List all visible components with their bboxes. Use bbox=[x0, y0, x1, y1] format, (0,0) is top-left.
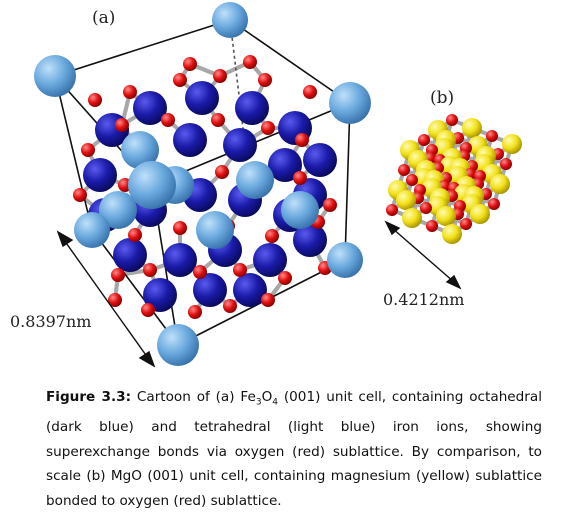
dimension-label-b: 0.4212nm bbox=[383, 290, 465, 309]
oxygen-atom bbox=[73, 188, 87, 202]
octahedral-fe-atom bbox=[113, 238, 147, 272]
octahedral-fe-atom bbox=[193, 273, 227, 307]
oxygen-atom bbox=[88, 93, 102, 107]
caption-lead: Figure 3.3: bbox=[46, 389, 132, 405]
oxygen-atom bbox=[223, 299, 237, 313]
magnesium-atom bbox=[442, 224, 462, 244]
corner-fe-atom bbox=[34, 55, 76, 97]
oxygen-atom bbox=[173, 73, 187, 87]
oxygen-atom bbox=[460, 218, 472, 230]
oxygen-atom bbox=[213, 69, 227, 83]
oxygen-atom bbox=[323, 198, 337, 212]
oxygen-atom bbox=[293, 171, 307, 185]
caption-sub-1: 3 bbox=[255, 397, 262, 408]
octahedral-fe-atom bbox=[163, 243, 197, 277]
tetrahedral-fe-atom bbox=[196, 211, 234, 249]
oxygen-atom bbox=[115, 118, 129, 132]
caption-text-3: (001) unit cell, containing octahedral (… bbox=[46, 389, 542, 509]
oxygen-atom bbox=[398, 164, 410, 176]
caption-sub-2: 4 bbox=[272, 397, 279, 408]
oxygen-atom bbox=[108, 293, 122, 307]
corner-fe-atom bbox=[74, 212, 110, 248]
panel-label-a: (a) bbox=[92, 8, 116, 28]
oxygen-atom bbox=[420, 202, 432, 214]
octahedral-fe-atom bbox=[303, 143, 337, 177]
corner-fe-atom bbox=[329, 82, 371, 124]
corner-fe-atom bbox=[212, 2, 248, 38]
magnesium-atom bbox=[470, 204, 490, 224]
caption-text-2: O bbox=[261, 389, 273, 405]
corner-fe-atom bbox=[157, 324, 199, 366]
magnesium-atom bbox=[402, 208, 422, 228]
oxygen-atom bbox=[161, 113, 175, 127]
oxygen-atom bbox=[418, 134, 430, 146]
octahedral-fe-atom bbox=[223, 128, 257, 162]
mgo-unit-cell bbox=[386, 114, 522, 244]
magnesium-atom bbox=[502, 134, 522, 154]
oxygen-atom bbox=[81, 143, 95, 157]
oxygen-atom bbox=[406, 174, 418, 186]
oxygen-atom bbox=[303, 85, 317, 99]
magnesium-atom bbox=[462, 118, 482, 138]
octahedral-fe-atom bbox=[185, 81, 219, 115]
tetrahedral-fe-atom bbox=[99, 191, 137, 229]
corner-fe-atom bbox=[128, 161, 176, 209]
oxygen-atom bbox=[446, 114, 458, 126]
octahedral-fe-atom bbox=[233, 273, 267, 307]
oxygen-atom bbox=[183, 57, 197, 71]
tetrahedral-fe-atom bbox=[236, 161, 274, 199]
oxygen-atom bbox=[261, 121, 275, 135]
magnesium-atom bbox=[396, 190, 416, 210]
magnesium-atom bbox=[436, 206, 456, 226]
oxygen-atom bbox=[188, 305, 202, 319]
oxygen-atom bbox=[261, 293, 275, 307]
oxygen-atom bbox=[500, 158, 512, 170]
octahedral-fe-atom bbox=[293, 223, 327, 257]
fe3o4-unit-cell bbox=[34, 2, 371, 366]
tetrahedral-fe-atom bbox=[121, 131, 159, 169]
oxygen-atom bbox=[265, 229, 279, 243]
oxygen-atom bbox=[141, 303, 155, 317]
oxygen-atom bbox=[211, 113, 225, 127]
figure-canvas bbox=[34, 2, 522, 368]
octahedral-fe-atom bbox=[133, 91, 167, 125]
dimension-label-a: 0.8397nm bbox=[10, 312, 92, 331]
dimension-arrow-a bbox=[56, 230, 156, 368]
figure: (a) (b) 0.8397nm 0.4212nm bbox=[10, 2, 522, 368]
panel-label-b: (b) bbox=[430, 88, 455, 108]
octahedral-fe-atom bbox=[235, 91, 269, 125]
octahedral-fe-atom bbox=[253, 243, 287, 277]
corner-fe-atom bbox=[327, 242, 363, 278]
oxygen-atom bbox=[488, 198, 500, 210]
caption-text-1: Cartoon of (a) Fe bbox=[131, 389, 256, 405]
octahedral-fe-atom bbox=[268, 148, 302, 182]
oxygen-atom bbox=[486, 130, 498, 142]
mgo-atoms bbox=[386, 114, 522, 244]
dimension-arrow-b bbox=[384, 220, 462, 290]
oxygen-atom bbox=[193, 265, 207, 279]
oxygen-atom bbox=[386, 204, 398, 216]
oxygen-atom bbox=[111, 268, 125, 282]
oxygen-atom bbox=[278, 271, 292, 285]
magnesium-atom bbox=[490, 174, 510, 194]
octahedral-fe-atom bbox=[143, 278, 177, 312]
oxygen-atom bbox=[243, 55, 257, 69]
oxygen-atom bbox=[426, 220, 438, 232]
fe3o4-atoms bbox=[34, 2, 371, 366]
oxygen-atom bbox=[295, 133, 309, 147]
oxygen-atom bbox=[233, 263, 247, 277]
oxygen-atom bbox=[143, 263, 157, 277]
oxygen-atom bbox=[173, 221, 187, 235]
figure-caption: Figure 3.3: Cartoon of (a) Fe3O4 (001) u… bbox=[46, 385, 542, 513]
oxygen-atom bbox=[123, 85, 137, 99]
oxygen-atom bbox=[258, 73, 272, 87]
octahedral-fe-atom bbox=[83, 158, 117, 192]
oxygen-atom bbox=[128, 228, 142, 242]
oxygen-atom bbox=[215, 165, 229, 179]
octahedral-fe-atom bbox=[173, 123, 207, 157]
tetrahedral-fe-atom bbox=[281, 191, 319, 229]
